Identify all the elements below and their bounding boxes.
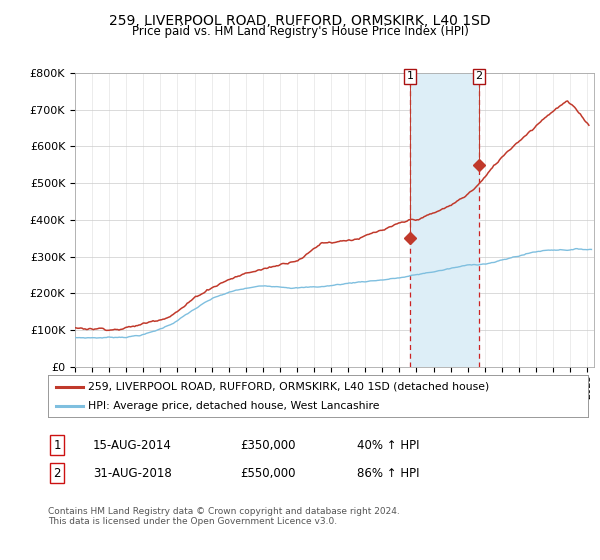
- Bar: [410, 73, 479, 367]
- Text: 86% ↑ HPI: 86% ↑ HPI: [357, 466, 419, 480]
- Text: 31-AUG-2018: 31-AUG-2018: [93, 466, 172, 480]
- Text: Contains HM Land Registry data © Crown copyright and database right 2024.
This d: Contains HM Land Registry data © Crown c…: [48, 507, 400, 526]
- Text: £550,000: £550,000: [240, 466, 296, 480]
- Text: £350,000: £350,000: [240, 438, 296, 452]
- Text: 259, LIVERPOOL ROAD, RUFFORD, ORMSKIRK, L40 1SD: 259, LIVERPOOL ROAD, RUFFORD, ORMSKIRK, …: [109, 14, 491, 28]
- Text: 15-AUG-2014: 15-AUG-2014: [93, 438, 172, 452]
- Text: Price paid vs. HM Land Registry's House Price Index (HPI): Price paid vs. HM Land Registry's House …: [131, 25, 469, 38]
- Text: HPI: Average price, detached house, West Lancashire: HPI: Average price, detached house, West…: [89, 401, 380, 411]
- Text: 259, LIVERPOOL ROAD, RUFFORD, ORMSKIRK, L40 1SD (detached house): 259, LIVERPOOL ROAD, RUFFORD, ORMSKIRK, …: [89, 381, 490, 391]
- Text: 2: 2: [475, 72, 482, 81]
- Text: 1: 1: [406, 72, 413, 81]
- Text: 40% ↑ HPI: 40% ↑ HPI: [357, 438, 419, 452]
- Text: 2: 2: [53, 466, 61, 480]
- Text: 1: 1: [53, 438, 61, 452]
